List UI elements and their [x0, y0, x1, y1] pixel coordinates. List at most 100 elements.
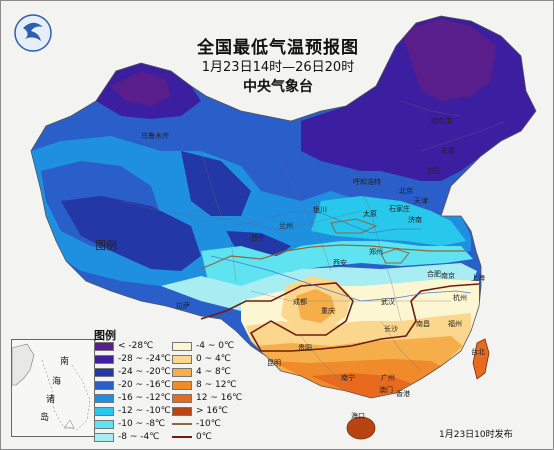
- city-label: 西安: [333, 259, 347, 267]
- city-label: 武汉: [381, 298, 395, 306]
- city-label: 南京: [441, 272, 455, 280]
- city-label: 香港: [396, 390, 410, 398]
- city-label: 兰州: [279, 222, 293, 230]
- legend: 图例 < -28℃ -28 ~ -24℃ -24 ~ -20℃ -20 ~ -16℃ -…: [94, 327, 264, 445]
- city-label: 济南: [408, 216, 422, 224]
- legend-swatch: [172, 367, 192, 377]
- city-label: 海口: [351, 412, 365, 420]
- city-label: 昆明: [267, 359, 281, 367]
- legend-item: 0 ~ 4℃: [172, 354, 231, 365]
- inset-label-2: 海: [52, 377, 62, 387]
- legend-label: 4 ~ 8℃: [196, 367, 231, 377]
- legend-item: 0℃: [172, 432, 212, 443]
- legend-item: 8 ~ 12℃: [172, 380, 237, 391]
- legend-swatch: [94, 380, 114, 390]
- city-label: 南宁: [341, 374, 355, 382]
- city-label: 长春: [441, 147, 455, 155]
- city-label: 石家庄: [389, 205, 410, 213]
- city-label: 哈尔滨: [431, 117, 452, 125]
- inset-map: [11, 343, 91, 431]
- city-label: 南昌: [416, 320, 430, 328]
- legend-swatch: [172, 406, 192, 416]
- city-label: 太原: [363, 210, 377, 218]
- legend-item: -16 ~ -12℃: [94, 393, 171, 404]
- city-label: 沈阳: [426, 167, 440, 175]
- city-label: 合肥: [427, 270, 441, 278]
- legend-item: -10℃: [172, 419, 221, 430]
- legend-swatch: [94, 367, 114, 377]
- legend-label: 0 ~ 4℃: [196, 354, 231, 364]
- cma-logo-icon: [14, 14, 52, 52]
- legend-item: 12 ~ 16℃: [172, 393, 242, 404]
- inset-label-3: 诸: [46, 395, 56, 405]
- legend-label: -10℃: [196, 419, 221, 429]
- legend-label: -10 ~ -8℃: [118, 419, 166, 429]
- legend-label: -28 ~ -24℃: [118, 354, 171, 364]
- legend-label: -16 ~ -12℃: [118, 393, 171, 403]
- legend-swatch: [94, 341, 114, 351]
- temperature-zones: [31, 16, 536, 398]
- city-label: 贵阳: [298, 344, 312, 352]
- province-boundaries: [120, 100, 507, 382]
- legend-item: -12 ~ -10℃: [94, 406, 171, 417]
- city-label: 成都: [293, 298, 307, 306]
- legend-swatch: [172, 354, 192, 364]
- legend-swatch: [172, 393, 192, 403]
- legend-swatch: [172, 423, 192, 425]
- legend-swatch: [94, 432, 114, 442]
- city-label: 郑州: [369, 248, 383, 256]
- city-label: 广州: [381, 374, 395, 382]
- legend-swatch: [94, 354, 114, 364]
- legend-label: > 16℃: [196, 406, 228, 416]
- legend-label: 12 ~ 16℃: [196, 393, 243, 403]
- inset-label-4: 岛: [40, 413, 50, 423]
- city-label: 乌鲁木齐: [141, 132, 169, 140]
- city-label: 杭州: [453, 294, 467, 302]
- legend-item: -10 ~ -8℃: [94, 419, 165, 430]
- legend-swatch: [172, 341, 192, 351]
- city-label: 重庆: [321, 307, 335, 315]
- legend-item: -28 ~ -24℃: [94, 354, 171, 365]
- legend-item: -20 ~ -16℃: [94, 380, 171, 391]
- city-label: 呼和浩特: [353, 178, 381, 186]
- legend-label: -8 ~ -4℃: [118, 432, 160, 442]
- legend-item: 4 ~ 8℃: [172, 367, 231, 378]
- south-china-sea-inset: 南 海 诸 岛: [11, 339, 95, 437]
- issue-time: 1月23日10时发布: [439, 430, 513, 440]
- city-label: 西宁: [251, 234, 265, 242]
- legend-label: -24 ~ -20℃: [118, 367, 171, 377]
- legend-label: -20 ~ -16℃: [118, 380, 171, 390]
- issuer: 中央气象台: [243, 79, 313, 95]
- map-title: 全国最低气温预报图: [197, 38, 359, 58]
- city-label: 银川: [313, 206, 327, 214]
- legend-label: 8 ~ 12℃: [196, 380, 237, 390]
- legend-swatch: [172, 380, 192, 390]
- city-label: 北京: [399, 187, 413, 195]
- legend-label: < -28℃: [118, 341, 154, 351]
- legend-item: -4 ~ 0℃: [172, 341, 234, 352]
- legend-swatch: [94, 393, 114, 403]
- legend-swatch: [172, 436, 192, 438]
- legend-label: -12 ~ -10℃: [118, 406, 171, 416]
- rivers: [210, 210, 472, 302]
- city-label: 福州: [448, 320, 462, 328]
- inset-label-1: 南: [60, 357, 70, 367]
- city-label: 拉萨: [176, 302, 190, 310]
- city-label: 长沙: [384, 325, 398, 333]
- country-outline: [30, 15, 537, 399]
- legend-item: -24 ~ -20℃: [94, 367, 171, 378]
- islands: [346, 338, 490, 440]
- legend-item: > 16℃: [172, 406, 228, 417]
- legend-item: -8 ~ -4℃: [94, 432, 159, 443]
- city-label: 台北: [471, 348, 485, 356]
- city-label: 上海: [471, 274, 485, 282]
- legend-title: 图例: [94, 329, 116, 342]
- isotherms: [200, 218, 480, 352]
- legend-label: 0℃: [196, 432, 212, 442]
- legend-label: -4 ~ 0℃: [196, 341, 235, 351]
- map-label: 图例: [95, 239, 117, 252]
- legend-swatch: [94, 406, 114, 416]
- forecast-period: 1月23日14时—26日20时: [201, 60, 355, 75]
